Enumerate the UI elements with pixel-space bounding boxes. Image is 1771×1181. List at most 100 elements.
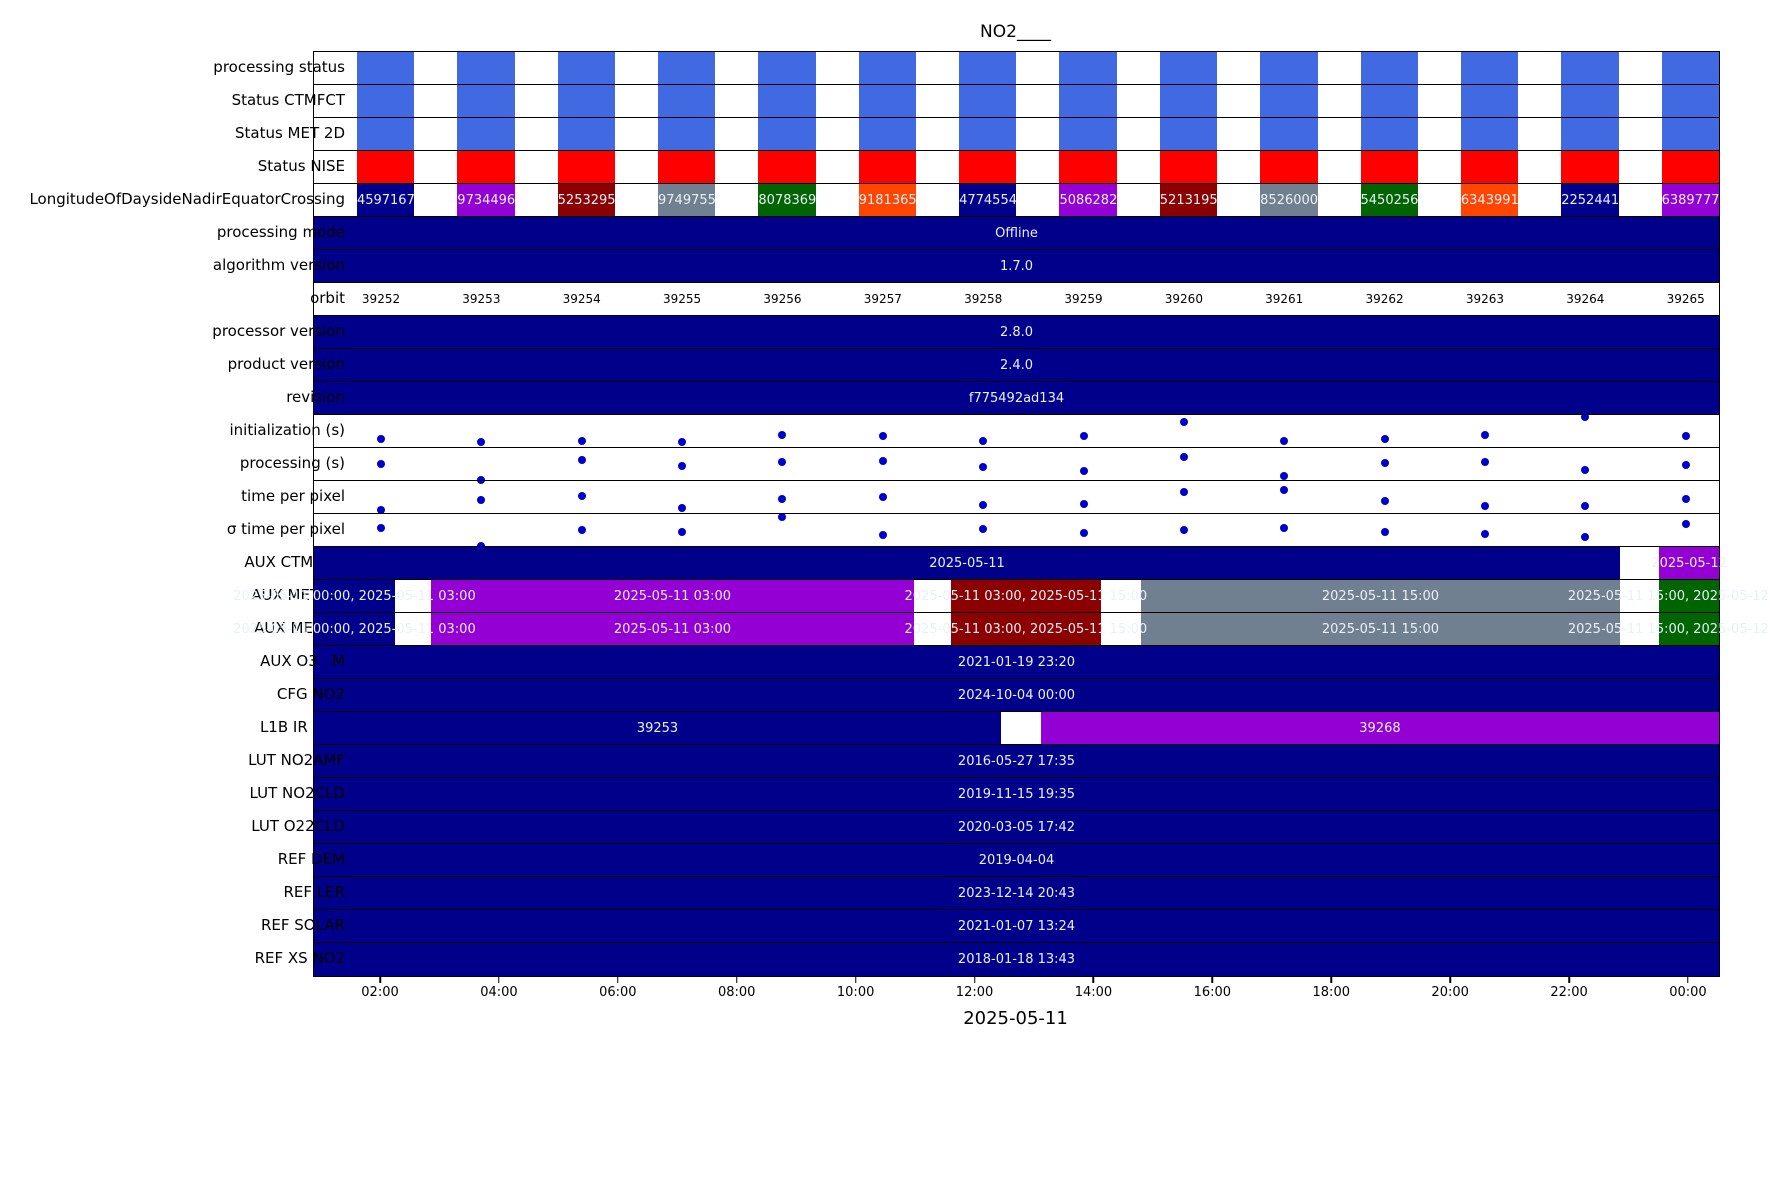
scatter-dot: [1480, 457, 1489, 466]
longitude-block: 5086282: [1059, 184, 1117, 217]
row-bar: [314, 646, 1719, 679]
status-block: [758, 85, 816, 118]
status-block: [1360, 118, 1418, 151]
bar-value: 2.4.0: [999, 358, 1034, 373]
x-tick: [1687, 976, 1689, 983]
row-label: CFG NO2: [276, 685, 345, 703]
segment-value: 2025-05-11 15:00: [1321, 622, 1440, 637]
row-separator: [314, 810, 1719, 811]
segment-value: 2025-05-11 03:00, 2025-05-11 15:00: [904, 622, 1148, 637]
status-block: [1260, 85, 1318, 118]
scatter-dot: [1280, 523, 1289, 532]
status-block: [758, 52, 816, 85]
row-bar: 2016-05-27 17:35: [314, 745, 1719, 778]
status-block: [1561, 151, 1619, 184]
status-block: [557, 52, 616, 85]
row-separator: [314, 150, 1719, 151]
row-segments: 39253 39268: [314, 712, 1719, 745]
segment-value: 2025-05-11 00:00, 2025-05-11 03:00: [233, 589, 476, 604]
scatter-dot: [1581, 501, 1590, 510]
orbit-number: 39261: [1265, 292, 1304, 306]
scatter-dot: [1079, 432, 1088, 441]
longitude-block: 9749755: [658, 184, 716, 217]
x-tick-label: 20:00: [1431, 985, 1469, 1000]
row-bar: 2020-03-05 17:42: [314, 811, 1719, 844]
orbit-number: 39257: [863, 292, 902, 306]
longitude-block: 4597167: [356, 184, 415, 217]
row-separator: [314, 909, 1719, 910]
status-block: [557, 151, 616, 184]
row-bar: 2024-10-04 00:00: [314, 679, 1719, 712]
x-tick: [973, 976, 976, 983]
orbit-number: 39259: [1064, 292, 1103, 306]
row-label: processing (s): [239, 454, 345, 472]
status-block: [1661, 118, 1719, 151]
status-block: [1460, 151, 1519, 184]
row-separator: [314, 117, 1719, 118]
status-block: [1360, 151, 1418, 184]
status-block: [858, 52, 917, 85]
row-scatter: [314, 448, 1719, 484]
scatter-dot: [1179, 487, 1188, 496]
segment-bar: [314, 712, 1002, 745]
status-block: [1561, 118, 1619, 151]
segment-value: 2025-05-11 00:00, 2025-05-11 03:00: [233, 622, 476, 637]
scatter-dot: [979, 501, 988, 510]
row-separator: [314, 447, 1719, 448]
scatter-dot: [778, 431, 787, 440]
status-block: [858, 118, 917, 151]
row-bar: f775492ad134: [314, 382, 1719, 415]
scatter-dot: [1681, 461, 1690, 470]
scatter-dot: [1079, 467, 1088, 476]
segment-value: 39253: [636, 721, 679, 736]
scatter-dot: [1380, 528, 1389, 537]
longitude-block: 6343991: [1460, 184, 1519, 217]
row-bar: [314, 217, 1719, 250]
segment-value: 2025-05-12: [1651, 556, 1727, 571]
scatter-dot: [1380, 496, 1389, 505]
x-tick-label: 04:00: [480, 985, 518, 1000]
segment-value: 2025-05-11 03:00: [613, 622, 732, 637]
row-bar: [314, 316, 1719, 349]
bar-value: 2.8.0: [999, 325, 1034, 340]
status-block: [658, 151, 716, 184]
x-tick: [617, 976, 619, 983]
orbit-number: 39254: [562, 292, 601, 306]
orbit-number: 39262: [1365, 292, 1404, 306]
segment-bar: [431, 580, 914, 613]
row-bar: [314, 910, 1719, 943]
x-tick: [498, 976, 500, 983]
scatter-dot: [577, 436, 586, 445]
row-label: LUT NO2CLD: [249, 784, 345, 802]
orbit-number: 39253: [462, 292, 501, 306]
x-tick-label: 06:00: [599, 985, 637, 1000]
longitude-block: 2252441: [1561, 184, 1619, 217]
status-block: [356, 85, 415, 118]
scatter-dot: [1581, 466, 1590, 475]
segment-bar: [1140, 580, 1620, 613]
scatter-dot: [1179, 525, 1188, 534]
scatter-dot: [678, 462, 687, 471]
row-separator: [314, 711, 1719, 712]
scatter-dot: [778, 512, 787, 521]
status-block: [1159, 85, 1218, 118]
longitude-block: 9734496: [457, 184, 515, 217]
status-block: [1460, 118, 1519, 151]
status-block: [959, 52, 1017, 85]
x-tick-label: 14:00: [1074, 985, 1113, 1000]
bar-value: 2024-10-04 00:00: [957, 688, 1076, 703]
row-label: Status NISE: [257, 157, 345, 175]
x-tick-label: 18:00: [1312, 985, 1350, 1000]
scatter-dot: [979, 524, 988, 533]
segment-bar: [1140, 613, 1620, 646]
status-block: [658, 52, 716, 85]
row-label: revision: [286, 388, 345, 406]
row-label: REF LER: [283, 883, 345, 901]
scatter-dot: [1480, 529, 1489, 538]
row-separator: [314, 84, 1719, 85]
segment-bar: [431, 613, 914, 646]
segment-bar: [314, 580, 395, 613]
row-separator: [314, 414, 1719, 415]
row-label: initialization (s): [229, 421, 345, 439]
